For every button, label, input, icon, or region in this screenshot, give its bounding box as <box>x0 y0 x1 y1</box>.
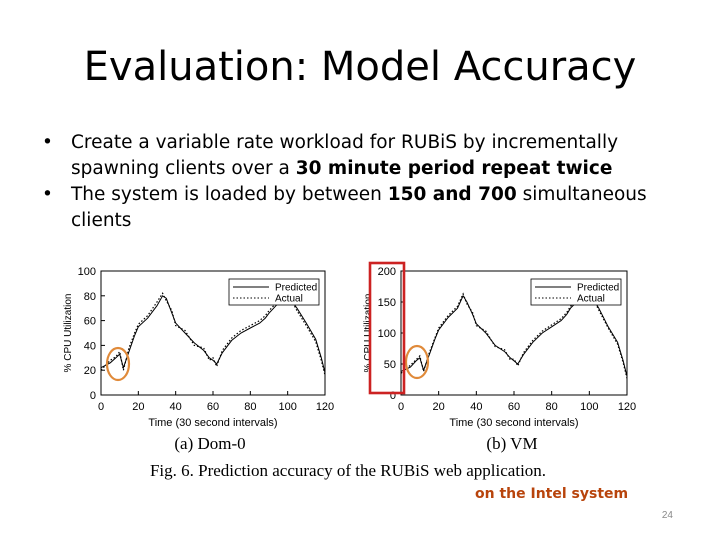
subplot-caption: (a) Dom-0 <box>174 434 245 453</box>
y-axis-highlight-box <box>368 261 406 395</box>
legend-label: Actual <box>275 294 303 305</box>
x-axis-label: Time (30 second intervals) <box>148 417 277 429</box>
x-tick-label: 80 <box>244 401 256 413</box>
y-tick-label: 50 <box>384 359 396 371</box>
y-tick-label: 0 <box>90 390 96 402</box>
y-axis-label: % CPU Utilization <box>363 294 374 373</box>
y-tick-label: 80 <box>84 291 96 303</box>
x-tick-label: 100 <box>278 401 296 413</box>
x-tick-label: 20 <box>433 401 445 413</box>
x-tick-label: 60 <box>508 401 520 413</box>
y-axis-label: % CPU Utilization <box>63 294 74 373</box>
x-tick-label: 0 <box>398 401 404 413</box>
x-tick-label: 40 <box>170 401 182 413</box>
slide-title: Evaluation: Model Accuracy <box>83 44 637 90</box>
bullet-text: simultaneous clients <box>71 184 647 231</box>
legend-label: Predicted <box>577 283 619 294</box>
x-axis-label: Time (30 second intervals) <box>449 417 578 429</box>
bullet-list: Create a variable rate workload for RUBi… <box>42 130 682 234</box>
y-tick-label: 100 <box>78 266 96 278</box>
annotation-circle <box>404 344 430 380</box>
y-tick-label: 60 <box>84 316 96 328</box>
y-tick-label: 100 <box>378 328 396 340</box>
x-tick-label: 20 <box>132 401 144 413</box>
footnote: on the Intel system <box>475 486 629 502</box>
bullet-item: The system is loaded by between 150 and … <box>42 182 682 234</box>
legend-box <box>228 278 320 306</box>
legend-box <box>530 278 622 306</box>
x-tick-label: 0 <box>98 401 104 413</box>
y-tick-label: 40 <box>84 340 96 352</box>
legend-label: Actual <box>577 294 605 305</box>
figure-caption: Fig. 6. Prediction accuracy of the RUBiS… <box>150 461 546 480</box>
x-tick-label: 100 <box>580 401 598 413</box>
bullet-bold-text: 150 and 700 <box>387 184 517 205</box>
subplot-caption: (b) VM <box>486 434 537 453</box>
x-tick-label: 60 <box>207 401 219 413</box>
x-tick-label: 40 <box>470 401 482 413</box>
annotation-circle <box>105 346 131 382</box>
x-tick-label: 120 <box>618 401 636 413</box>
bullet-text: The system is loaded by between <box>71 184 388 205</box>
y-tick-label: 200 <box>378 266 396 278</box>
x-tick-label: 80 <box>546 401 558 413</box>
bullet-item: Create a variable rate workload for RUBi… <box>42 130 682 182</box>
y-tick-label: 20 <box>84 365 96 377</box>
y-tick-label: 0 <box>390 390 396 402</box>
bullet-bold-text: 30 minute period repeat twice <box>295 158 613 179</box>
x-tick-label: 120 <box>316 401 334 413</box>
bullet-text: Create a variable rate workload for RUBi… <box>71 132 619 179</box>
legend-label: Predicted <box>275 283 317 294</box>
page-number: 24 <box>661 510 673 521</box>
y-tick-label: 150 <box>378 297 396 309</box>
